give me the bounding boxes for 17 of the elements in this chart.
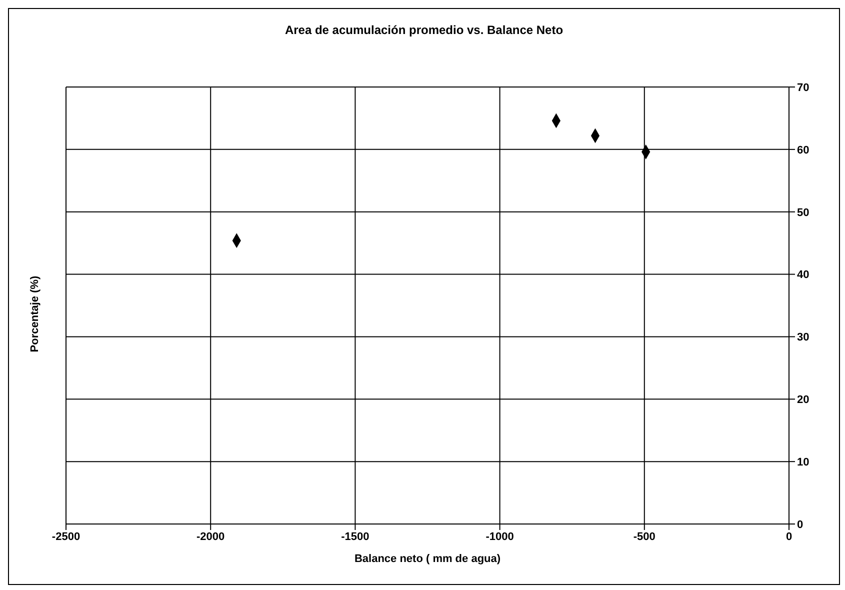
- y-tick-label: 50: [797, 206, 810, 219]
- y-tick-label: 60: [797, 144, 810, 156]
- y-tick-label: 70: [797, 82, 810, 94]
- y-axis-title: Porcentaje (%): [29, 276, 41, 352]
- x-tick-label: -500: [633, 530, 656, 543]
- x-tick-label: -2500: [52, 530, 80, 543]
- x-tick-label: -1500: [341, 530, 370, 543]
- y-tick-label: 10: [797, 456, 810, 468]
- y-tick-label: 20: [797, 394, 810, 406]
- x-tick-label: -1000: [486, 530, 514, 543]
- y-tick-label: 0: [797, 518, 804, 531]
- chart-title: Area de acumulación promedio vs. Balance Neto: [284, 23, 564, 37]
- x-axis-title: Balance neto ( mm de agua): [354, 553, 501, 565]
- y-tick-label: 40: [797, 269, 810, 282]
- x-tick-label: -2000: [196, 530, 225, 543]
- y-tick-label: 30: [797, 332, 810, 344]
- x-tick-label: 0: [786, 530, 792, 543]
